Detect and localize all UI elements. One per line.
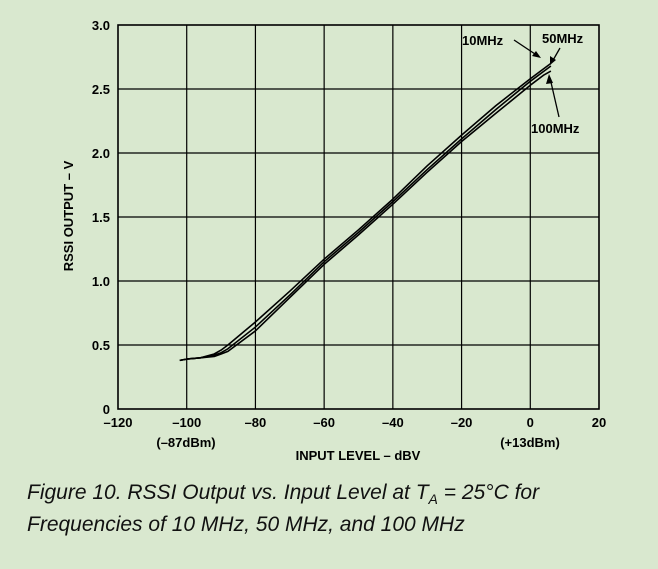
y-tick-label: 2.0	[92, 146, 110, 161]
x-tick-label: –20	[451, 415, 473, 430]
annotations: (–87dBm) (+13dBm) INPUT LEVEL – dBV RSSI…	[61, 31, 584, 463]
rssi-chart: –120 –100 –80 –60 –40 –20 0 20 0 0.5 1.0 1.5 2.0 2.5…	[61, 18, 607, 463]
x-tick-label: –100	[172, 415, 201, 430]
y-axis-title: RSSI OUTPUT – V	[61, 160, 76, 271]
x-axis: –120 –100 –80 –60 –40 –20 0 20	[104, 415, 607, 430]
caption-suffix: = 25°C for Frequencies of 10 MHz, 50 MHz…	[27, 481, 540, 537]
leader-100mhz-arrow	[546, 74, 553, 84]
sub-annotation-right: (+13dBm)	[500, 435, 560, 450]
leader-100mhz	[549, 77, 560, 118]
x-tick-label: 20	[592, 415, 606, 430]
x-axis-title: INPUT LEVEL – dBV	[296, 448, 421, 463]
series-line-10mhz	[179, 62, 552, 362]
y-tick-label: 1.0	[92, 274, 110, 289]
x-tick-label: –80	[245, 415, 267, 430]
grid	[117, 24, 600, 410]
series-label-100mhz: 100MHz	[531, 121, 580, 136]
y-tick-label: 0	[103, 402, 110, 417]
y-tick-label: 1.5	[92, 210, 110, 225]
series-label-50mhz: 50MHz	[542, 31, 584, 46]
leader-50mhz-arrow	[550, 56, 556, 65]
y-tick-label: 0.5	[92, 338, 110, 353]
leader-10mhz	[513, 39, 539, 57]
y-tick-label: 3.0	[92, 18, 110, 33]
sub-annotation-left: (–87dBm)	[156, 435, 215, 450]
series-line-100mhz	[179, 70, 552, 362]
caption-prefix: Figure 10. RSSI Output vs. Input Level a…	[27, 481, 429, 504]
x-tick-label: –120	[104, 415, 133, 430]
figure-caption: Figure 10. RSSI Output vs. Input Level a…	[27, 480, 652, 538]
series-line-50mhz	[179, 65, 552, 362]
x-tick-label: 0	[527, 415, 534, 430]
series-label-10mhz: 10MHz	[462, 33, 504, 48]
x-tick-label: –60	[313, 415, 335, 430]
leader-10mhz-arrow	[532, 51, 541, 58]
series-group	[179, 62, 552, 362]
y-tick-label: 2.5	[92, 82, 110, 97]
caption-subscript: A	[428, 491, 438, 508]
x-tick-label: –40	[382, 415, 404, 430]
y-axis: 0 0.5 1.0 1.5 2.0 2.5 3.0	[92, 18, 110, 417]
